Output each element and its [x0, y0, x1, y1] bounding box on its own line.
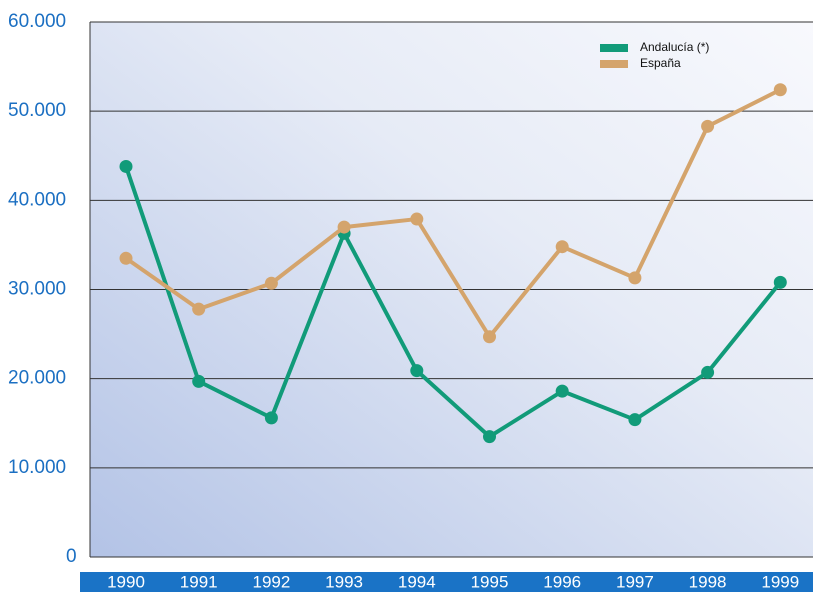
x-tick-label: 1998 [689, 572, 727, 591]
marker [555, 240, 569, 254]
marker [192, 374, 206, 388]
marker [555, 384, 569, 398]
legend-swatch [600, 60, 628, 68]
marker [773, 83, 787, 97]
marker [264, 276, 278, 290]
marker [410, 364, 424, 378]
marker [701, 365, 715, 379]
y-tick-label: 10.000 [8, 457, 66, 478]
y-tick-label: 50.000 [8, 100, 66, 121]
y-tick-label: 30.000 [8, 279, 66, 300]
x-tick-label: 1992 [252, 572, 290, 591]
x-tick-label: 1996 [543, 572, 581, 591]
x-axis-band [80, 572, 813, 592]
marker [483, 430, 496, 444]
marker [628, 271, 642, 285]
legend-label: España [640, 56, 681, 70]
y-tick-label: 0 [66, 546, 77, 567]
marker [773, 275, 787, 289]
marker [119, 159, 133, 173]
series-line [124, 87, 782, 339]
x-tick-label: 1993 [325, 572, 363, 591]
series-line [124, 165, 782, 439]
marker [119, 251, 133, 265]
y-tick-label: 40.000 [8, 189, 66, 210]
y-tick-label: 20.000 [8, 368, 66, 389]
x-tick-label: 1990 [107, 572, 145, 591]
marker [628, 413, 642, 427]
x-tick-label: 1997 [616, 572, 654, 591]
legend-label: Andalucía (*) [640, 40, 709, 54]
y-tick-label: 60.000 [8, 11, 66, 32]
x-tick-label: 1995 [471, 572, 509, 591]
x-tick-label: 1991 [180, 572, 218, 591]
marker [192, 302, 206, 316]
legend-swatch [600, 44, 628, 52]
marker [337, 220, 351, 234]
marker [410, 212, 424, 226]
marker [483, 330, 496, 344]
x-tick-label: 1994 [398, 572, 436, 591]
marker [264, 411, 278, 425]
marker [701, 119, 715, 133]
x-tick-label: 1999 [761, 572, 799, 591]
